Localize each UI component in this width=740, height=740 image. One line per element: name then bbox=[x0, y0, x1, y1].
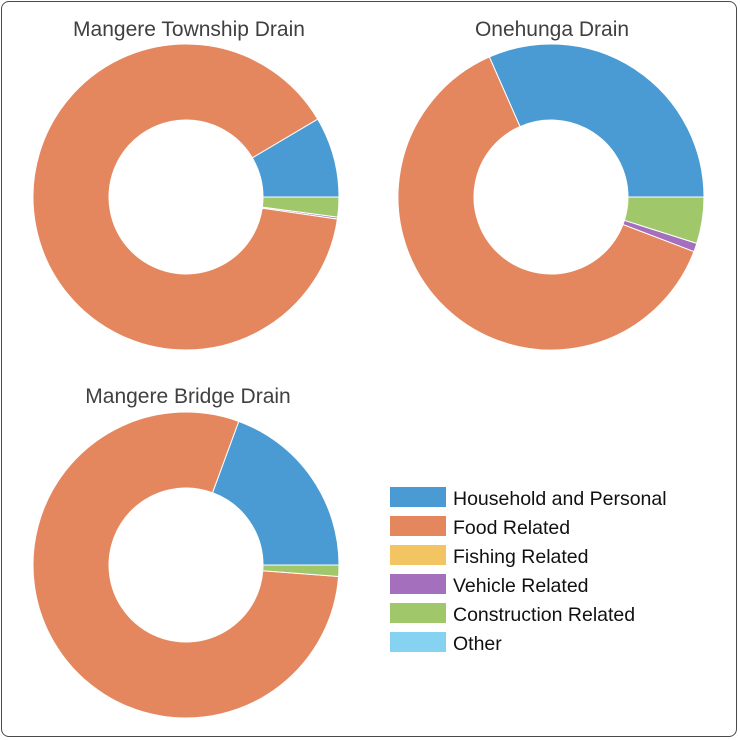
legend-label-food: Food Related bbox=[453, 517, 570, 539]
chart-title-mangere-bridge: Mangere Bridge Drain bbox=[85, 385, 290, 408]
slice-food-related bbox=[397, 56, 695, 351]
slice-household-and-personal bbox=[211, 420, 340, 566]
legend-swatch-household bbox=[390, 487, 446, 507]
slice-construction-related bbox=[623, 196, 705, 244]
slice-household-and-personal bbox=[488, 43, 705, 198]
legend-swatch-food bbox=[390, 516, 446, 536]
slice-construction-related bbox=[261, 196, 340, 218]
slice-food-related bbox=[32, 43, 338, 351]
chart-title-onehunga: Onehunga Drain bbox=[475, 18, 629, 41]
chart-title-mangere-township: Mangere Township Drain bbox=[73, 18, 305, 41]
legend-swatch-other bbox=[390, 632, 446, 652]
legend-swatch-construction bbox=[390, 603, 446, 623]
legend-label-other: Other bbox=[453, 633, 502, 655]
donut-chart-mangere-bridge: Mangere Bridge Drain bbox=[32, 385, 340, 719]
legend-label-construction: Construction Related bbox=[453, 604, 635, 626]
donut-chart-onehunga: Onehunga Drain bbox=[397, 18, 705, 351]
donut-chart-mangere-township: Mangere Township Drain bbox=[32, 18, 340, 351]
legend-swatch-vehicle bbox=[390, 574, 446, 594]
slice-construction-related bbox=[262, 564, 340, 578]
legend-label-household: Household and Personal bbox=[453, 488, 667, 510]
legend-swatch-fishing bbox=[390, 545, 446, 565]
slice-food-related bbox=[32, 411, 340, 719]
legend-label-vehicle: Vehicle Related bbox=[453, 575, 589, 597]
legend-label-fishing: Fishing Related bbox=[453, 546, 589, 568]
legend: Household and Personal Food Related Fish… bbox=[390, 487, 667, 655]
